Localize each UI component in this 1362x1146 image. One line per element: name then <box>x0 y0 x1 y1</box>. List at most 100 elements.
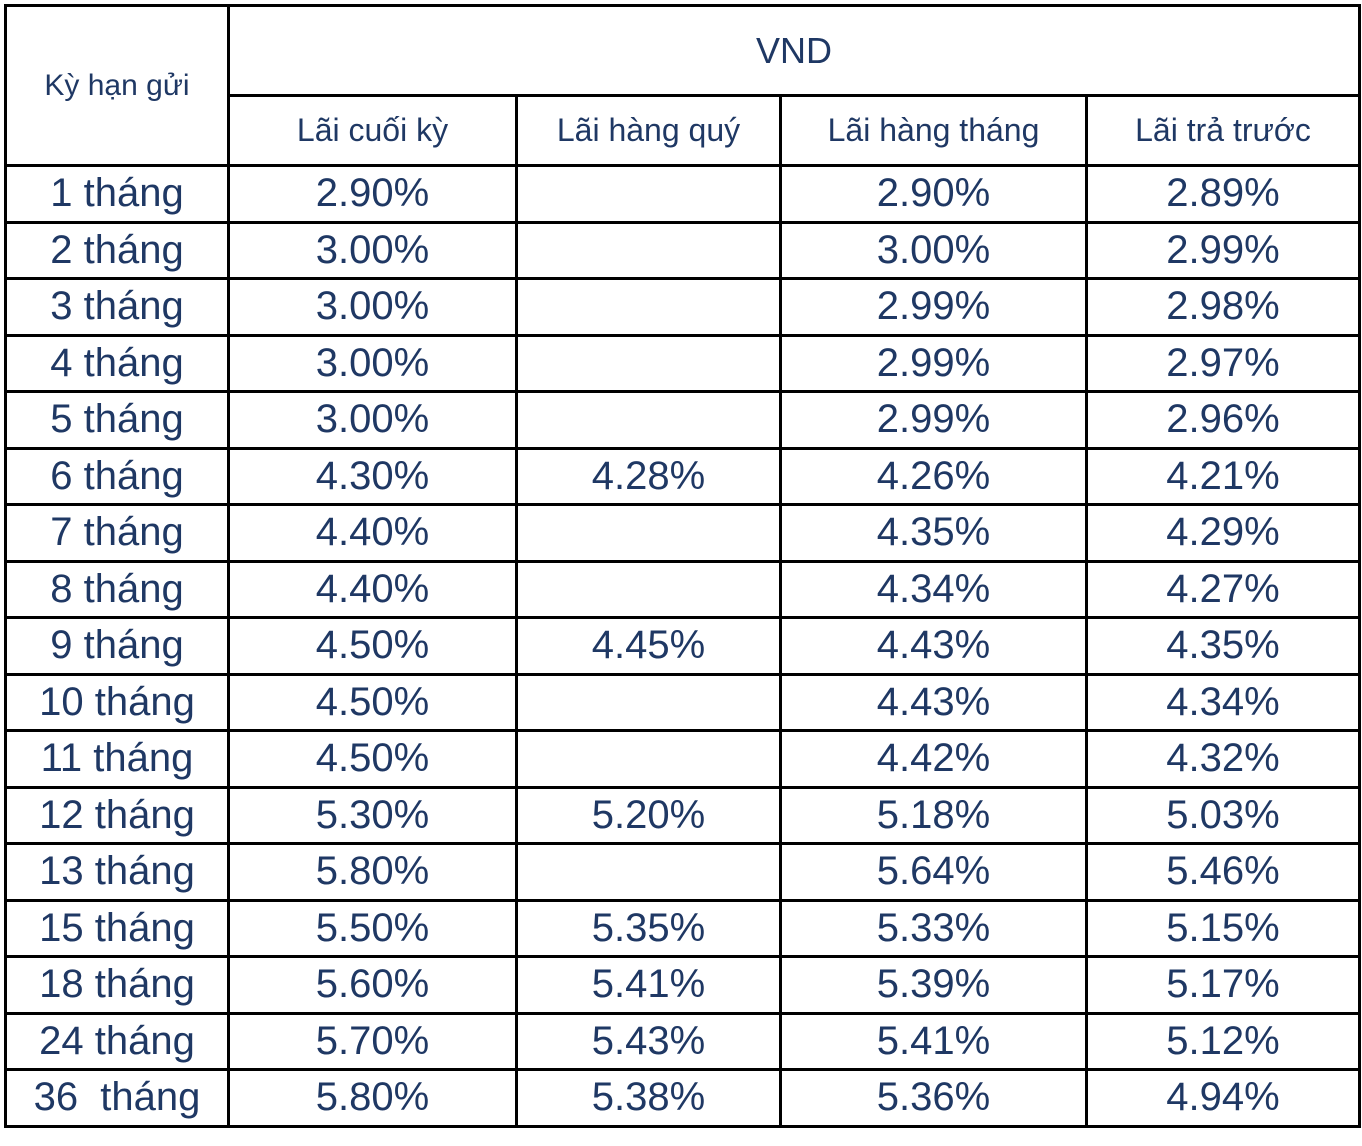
term-cell: 18 tháng <box>4 955 230 1015</box>
term-cell: 3 tháng <box>4 277 230 337</box>
rate-cuoi-ky-cell: 3.00% <box>227 220 518 280</box>
term-cell: 36 tháng <box>4 1068 230 1128</box>
table-row: 7 tháng 4.40% 4.35% 4.29% <box>4 503 1362 563</box>
rate-tra-truoc-cell: 2.99% <box>1084 220 1362 280</box>
table-row: 11 tháng 4.50% 4.42% 4.32% <box>4 729 1362 789</box>
rate-cuoi-ky-cell: 5.80% <box>227 842 518 902</box>
rate-cuoi-ky-cell: 4.50% <box>227 672 518 732</box>
rate-hang-thang-cell: 5.64% <box>779 842 1088 902</box>
rate-tra-truoc-cell: 4.27% <box>1084 559 1362 619</box>
rate-cuoi-ky-cell: 2.90% <box>227 164 518 224</box>
rate-hang-quy-cell: 5.35% <box>515 898 782 958</box>
rate-hang-thang-cell: 2.90% <box>779 164 1088 224</box>
rate-hang-quy-cell <box>515 277 782 337</box>
table-row: 36 tháng 5.80% 5.38% 5.36% 4.94% <box>4 1068 1362 1128</box>
term-cell: 11 tháng <box>4 729 230 789</box>
rate-hang-quy-cell: 5.20% <box>515 785 782 845</box>
rate-hang-thang-cell: 2.99% <box>779 277 1088 337</box>
rate-tra-truoc-cell: 5.03% <box>1084 785 1362 845</box>
rate-hang-quy-cell: 5.43% <box>515 1011 782 1071</box>
rate-tra-truoc-cell: 2.97% <box>1084 333 1362 393</box>
term-cell: 13 tháng <box>4 842 230 902</box>
rate-hang-thang-cell: 5.36% <box>779 1068 1088 1128</box>
table-row: 15 tháng 5.50% 5.35% 5.33% 5.15% <box>4 898 1362 958</box>
rate-tra-truoc-cell: 5.17% <box>1084 955 1362 1015</box>
rate-hang-thang-cell: 2.99% <box>779 390 1088 450</box>
rate-tra-truoc-cell: 4.94% <box>1084 1068 1362 1128</box>
term-cell: 2 tháng <box>4 220 230 280</box>
rate-hang-thang-cell: 4.42% <box>779 729 1088 789</box>
term-column-header: Kỳ hạn gửi <box>4 4 230 167</box>
rate-cuoi-ky-cell: 5.50% <box>227 898 518 958</box>
term-cell: 24 tháng <box>4 1011 230 1071</box>
rate-tra-truoc-cell: 4.32% <box>1084 729 1362 789</box>
term-cell: 1 tháng <box>4 164 230 224</box>
column-header-hang-thang: Lãi hàng tháng <box>779 94 1088 167</box>
rate-tra-truoc-cell: 2.96% <box>1084 390 1362 450</box>
rate-tra-truoc-cell: 5.15% <box>1084 898 1362 958</box>
rate-cuoi-ky-cell: 3.00% <box>227 277 518 337</box>
rate-table-container: Kỳ hạn gửi VND Lãi cuối kỳ Lãi hàng quý … <box>4 4 1362 1128</box>
rate-tra-truoc-cell: 5.46% <box>1084 842 1362 902</box>
table-row: 6 tháng 4.30% 4.28% 4.26% 4.21% <box>4 446 1362 506</box>
rate-cuoi-ky-cell: 4.40% <box>227 503 518 563</box>
table-row: 24 tháng 5.70% 5.43% 5.41% 5.12% <box>4 1011 1362 1071</box>
rate-tra-truoc-cell: 4.29% <box>1084 503 1362 563</box>
interest-rate-table: Kỳ hạn gửi VND Lãi cuối kỳ Lãi hàng quý … <box>4 4 1362 1128</box>
table-row: 10 tháng 4.50% 4.43% 4.34% <box>4 672 1362 732</box>
rate-hang-thang-cell: 5.41% <box>779 1011 1088 1071</box>
rate-hang-quy-cell <box>515 672 782 732</box>
column-header-tra-truoc: Lãi trả trước <box>1084 94 1362 167</box>
header-row-top: Kỳ hạn gửi VND <box>4 4 1362 167</box>
table-row: 3 tháng 3.00% 2.99% 2.98% <box>4 277 1362 337</box>
rate-hang-thang-cell: 4.26% <box>779 446 1088 506</box>
table-row: 8 tháng 4.40% 4.34% 4.27% <box>4 559 1362 619</box>
term-cell: 10 tháng <box>4 672 230 732</box>
rate-cuoi-ky-cell: 4.50% <box>227 616 518 676</box>
rate-hang-quy-cell <box>515 503 782 563</box>
rate-tra-truoc-cell: 2.89% <box>1084 164 1362 224</box>
rate-cuoi-ky-cell: 5.70% <box>227 1011 518 1071</box>
rate-hang-quy-cell <box>515 333 782 393</box>
rate-hang-quy-cell <box>515 729 782 789</box>
rate-tra-truoc-cell: 5.12% <box>1084 1011 1362 1071</box>
term-cell: 9 tháng <box>4 616 230 676</box>
table-row: 18 tháng 5.60% 5.41% 5.39% 5.17% <box>4 955 1362 1015</box>
rate-hang-quy-cell: 5.38% <box>515 1068 782 1128</box>
currency-header: VND <box>226 4 1362 97</box>
rate-tra-truoc-cell: 4.34% <box>1084 672 1362 732</box>
rate-cuoi-ky-cell: 4.40% <box>227 559 518 619</box>
rate-hang-thang-cell: 2.99% <box>779 333 1088 393</box>
rate-hang-quy-cell <box>515 842 782 902</box>
column-header-hang-quy: Lãi hàng quý <box>515 94 782 167</box>
column-header-cuoi-ky: Lãi cuối kỳ <box>227 94 518 167</box>
table-row: 13 tháng 5.80% 5.64% 5.46% <box>4 842 1362 902</box>
rate-hang-thang-cell: 5.18% <box>779 785 1088 845</box>
rate-hang-thang-cell: 4.43% <box>779 616 1088 676</box>
term-cell: 7 tháng <box>4 503 230 563</box>
term-cell: 5 tháng <box>4 390 230 450</box>
rate-hang-quy-cell <box>515 164 782 224</box>
table-body: 1 tháng 2.90% 2.90% 2.89% 2 tháng 3.00% 3.00% 2… <box>4 164 1362 1128</box>
term-cell: 4 tháng <box>4 333 230 393</box>
table-row: 5 tháng 3.00% 2.99% 2.96% <box>4 390 1362 450</box>
rate-cuoi-ky-cell: 5.60% <box>227 955 518 1015</box>
rate-hang-thang-cell: 5.39% <box>779 955 1088 1015</box>
table-row: 4 tháng 3.00% 2.99% 2.97% <box>4 333 1362 393</box>
rate-cuoi-ky-cell: 4.30% <box>227 446 518 506</box>
rate-cuoi-ky-cell: 3.00% <box>227 333 518 393</box>
term-cell: 8 tháng <box>4 559 230 619</box>
rate-hang-quy-cell: 4.45% <box>515 616 782 676</box>
rate-hang-quy-cell: 5.41% <box>515 955 782 1015</box>
rate-tra-truoc-cell: 4.21% <box>1084 446 1362 506</box>
rate-cuoi-ky-cell: 4.50% <box>227 729 518 789</box>
rate-hang-quy-cell <box>515 390 782 450</box>
rate-hang-thang-cell: 3.00% <box>779 220 1088 280</box>
rate-hang-quy-cell <box>515 220 782 280</box>
table-row: 2 tháng 3.00% 3.00% 2.99% <box>4 220 1362 280</box>
rate-hang-quy-cell <box>515 559 782 619</box>
rate-hang-quy-cell: 4.28% <box>515 446 782 506</box>
term-cell: 12 tháng <box>4 785 230 845</box>
rate-hang-thang-cell: 4.43% <box>779 672 1088 732</box>
rate-cuoi-ky-cell: 5.30% <box>227 785 518 845</box>
